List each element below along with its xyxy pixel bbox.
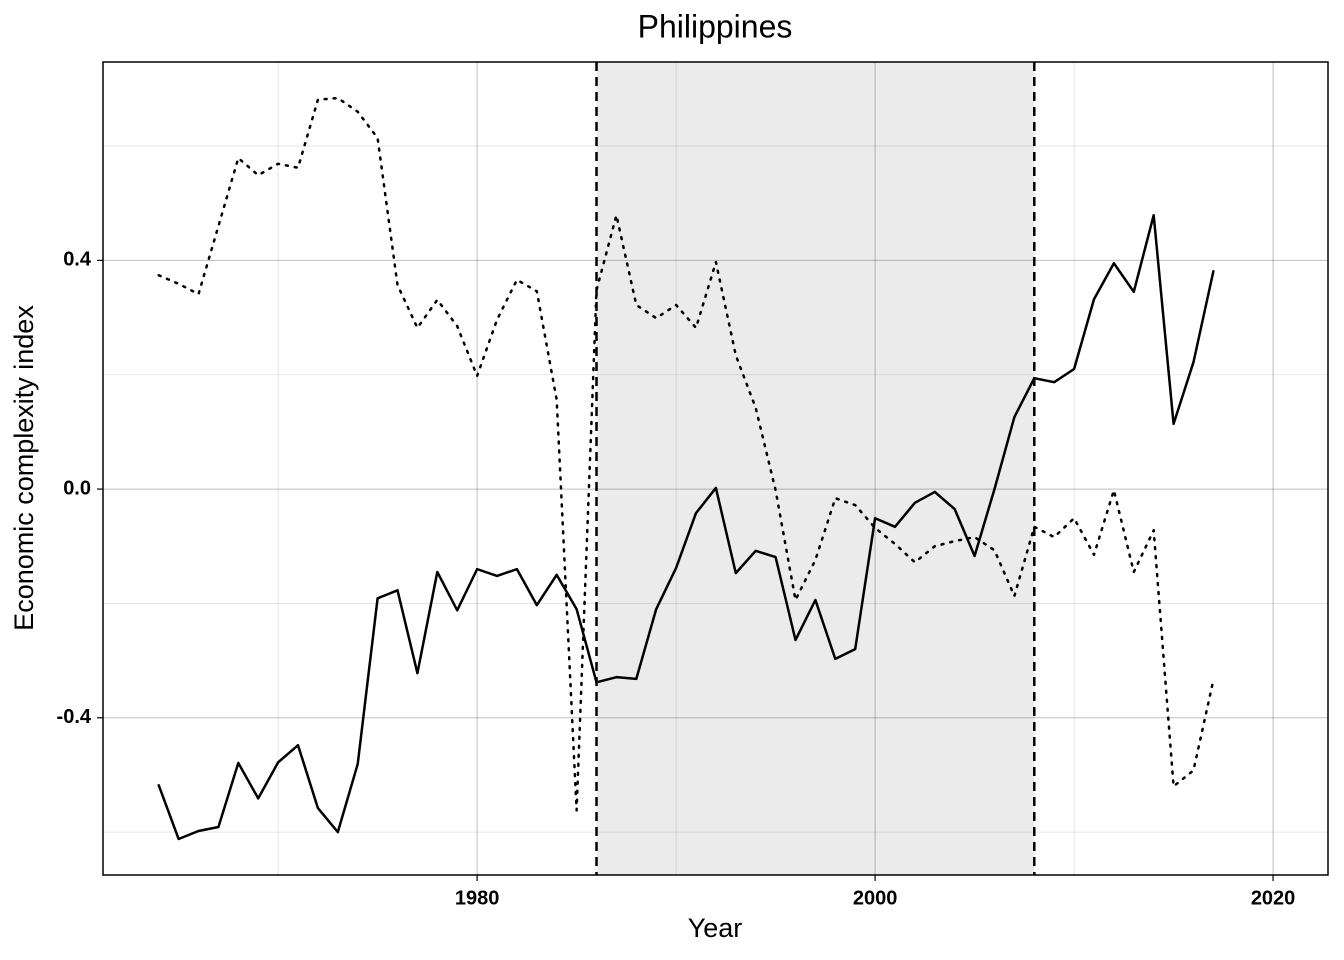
y-axis-label: Economic complexity index [9,305,39,631]
x-axis-label: Year [688,913,743,943]
series-line [157,96,1215,812]
y-tick-label: -0.4 [57,706,92,728]
x-tick-label: 1980 [455,887,500,909]
y-tick-label: 0.4 [63,249,92,271]
y-tick-label: 0.0 [63,477,91,499]
chart-title: Philippines [638,8,793,44]
x-tick-label: 2020 [1251,887,1296,909]
series-line [157,213,1215,841]
x-tick-label: 2000 [853,887,898,909]
shaded-region [596,62,1035,875]
plot-frame [102,61,1329,876]
